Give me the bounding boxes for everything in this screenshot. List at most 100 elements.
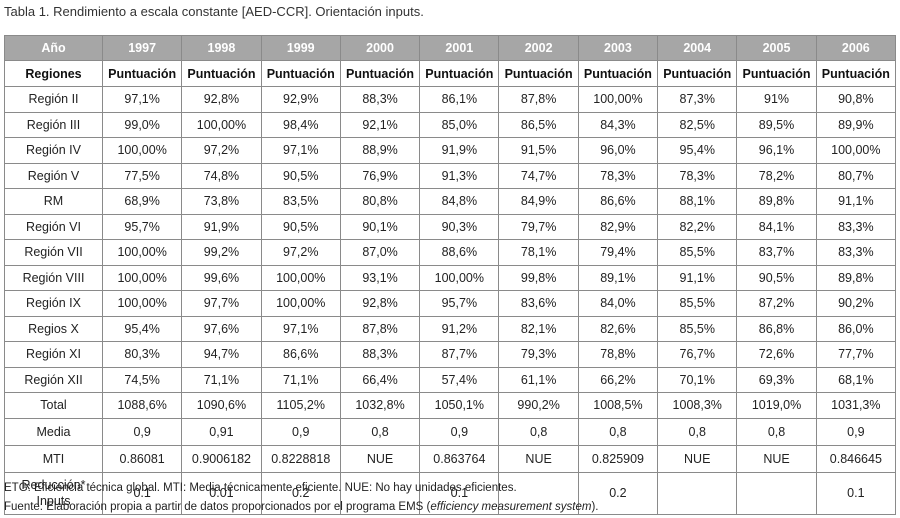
table-cell: 91,9% (419, 137, 500, 164)
table-cell: 85,5% (657, 290, 738, 317)
table-cell: 88,3% (339, 86, 421, 113)
row-label: Región VIII (4, 264, 103, 291)
table-cell: 92,1% (339, 111, 421, 138)
table-cell: 99,2% (181, 239, 262, 266)
row-label: Región VI (4, 213, 103, 240)
table-cell: 0,9 (419, 417, 500, 446)
table-row: Región XI 80,3% 94,7% 86,6% 88,3% 87,7% 79,3% 7… (4, 341, 897, 368)
table-cell: 71,1% (260, 366, 341, 393)
table-cell (657, 471, 738, 515)
table-cell: 90,5% (260, 162, 341, 189)
table-cell: 85,5% (657, 239, 738, 266)
table-cell: 97,2% (260, 239, 341, 266)
table-cell: 84,9% (498, 188, 579, 215)
footnote-abbreviations: ETG: Eficiencia técnica global. MTI: Med… (4, 482, 517, 494)
table-row: Región IX 100,00% 97,7% 100,00% 92,8% 95,7% 83… (4, 290, 897, 317)
table-cell: 88,3% (339, 341, 421, 368)
row-label: Reducción* Inputs (4, 471, 103, 515)
header-score: Puntuación (577, 60, 659, 87)
table-row: Reducción* Inputs 0.1 0.01 0.2 0.1 0.2 0.1 (4, 471, 897, 515)
table-cell: 95,4% (101, 315, 183, 342)
header-year: 2004 (657, 35, 738, 61)
table-cell: 0,9 (260, 417, 341, 446)
table-row: Región VI 95,7% 91,9% 90,5% 90,1% 90,3% 79,7% 8… (4, 213, 897, 240)
table-cell: 91,5% (498, 137, 579, 164)
row-label: Región IV (4, 137, 103, 164)
table-row: Total 1088,6% 1090,6% 1105,2% 1032,8% 1050,1%… (4, 392, 897, 419)
header-regions-label: Regiones (4, 60, 103, 87)
table-cell: 86,0% (815, 315, 897, 342)
table-cell: 91,1% (657, 264, 738, 291)
table-title: Tabla 1. Rendimiento a escala constante … (4, 4, 424, 19)
table-cell: 1050,1% (419, 392, 500, 419)
table-cell: 77,7% (815, 341, 897, 368)
table-cell: 0,8 (657, 417, 738, 446)
table-cell: 91% (736, 86, 817, 113)
table-cell: 86,5% (498, 111, 579, 138)
table-cell: 0.825909 (577, 444, 659, 473)
table-cell: 77,5% (101, 162, 183, 189)
table-cell: 0.1 (815, 471, 897, 515)
table-cell: 97,6% (181, 315, 262, 342)
table-cell: 0.846645 (815, 444, 897, 473)
table-cell: 90,8% (815, 86, 897, 113)
header-year: 2002 (498, 35, 579, 61)
table-cell: NUE (498, 444, 579, 473)
table-cell: 990,2% (498, 392, 579, 419)
table-cell: 91,9% (181, 213, 262, 240)
table-cell: 85,0% (419, 111, 500, 138)
table-row: MTI 0.86081 0.9006182 0.8228818 NUE 0.863764 N… (4, 444, 897, 473)
table-cell: 84,3% (577, 111, 659, 138)
table-cell: 74,5% (101, 366, 183, 393)
table-cell: 80,8% (339, 188, 421, 215)
table-cell: 83,6% (498, 290, 579, 317)
row-label: Región II (4, 86, 103, 113)
footnote-source-italic: efficiency measurement system (430, 501, 592, 513)
table-body: Región II 97,1% 92,8% 92,9% 88,3% 86,1% 87,8% 1… (4, 86, 897, 515)
table-cell: 78,3% (577, 162, 659, 189)
table-cell: 100,00% (419, 264, 500, 291)
table-cell: 91,3% (419, 162, 500, 189)
table-cell: 90,5% (736, 264, 817, 291)
table-cell: 83,7% (736, 239, 817, 266)
table-cell: 88,6% (419, 239, 500, 266)
table-cell: 74,8% (181, 162, 262, 189)
table-cell: 68,1% (815, 366, 897, 393)
table-cell: 0,9 (101, 417, 183, 446)
table-cell: 70,1% (657, 366, 738, 393)
row-label: Región XI (4, 341, 103, 368)
table-cell: 89,5% (736, 111, 817, 138)
row-label: RM (4, 188, 103, 215)
footnote-source-suffix: ). (591, 501, 599, 513)
table-cell: 85,5% (657, 315, 738, 342)
table-cell: 87,8% (339, 315, 421, 342)
table-row: Región V 77,5% 74,8% 90,5% 76,9% 91,3% 74,7% 78… (4, 162, 897, 189)
table-cell: 1031,3% (815, 392, 897, 419)
table-cell: 1088,6% (101, 392, 183, 419)
table-row: Región VIII 100,00% 99,6% 100,00% 93,1% 100,0… (4, 264, 897, 291)
table-cell: 66,4% (339, 366, 421, 393)
row-label: Regios X (4, 315, 103, 342)
row-label: Media (4, 417, 103, 446)
table-cell: 89,9% (815, 111, 897, 138)
table-row: Región III 99,0% 100,00% 98,4% 92,1% 85,0% 86,… (4, 111, 897, 138)
table-cell: 79,3% (498, 341, 579, 368)
table-cell: 87,8% (498, 86, 579, 113)
table-cell: 86,8% (736, 315, 817, 342)
table-cell: 87,2% (736, 290, 817, 317)
row-label: Región III (4, 111, 103, 138)
table-cell: 84,1% (736, 213, 817, 240)
table-cell: 78,3% (657, 162, 738, 189)
table-cell: 0.86081 (101, 444, 183, 473)
footnote-source: Fuente: Elaboración propia a partir de d… (4, 501, 598, 513)
table-cell: 97,1% (260, 137, 341, 164)
table-cell: 84,8% (419, 188, 500, 215)
table-cell (736, 471, 817, 515)
table-cell: 96,1% (736, 137, 817, 164)
table-cell: 86,1% (419, 86, 500, 113)
header-score: Puntuación (339, 60, 421, 87)
header-score: Puntuación (101, 60, 183, 87)
table-cell: 1105,2% (260, 392, 341, 419)
header-score: Puntuación (260, 60, 341, 87)
table-cell: 74,7% (498, 162, 579, 189)
